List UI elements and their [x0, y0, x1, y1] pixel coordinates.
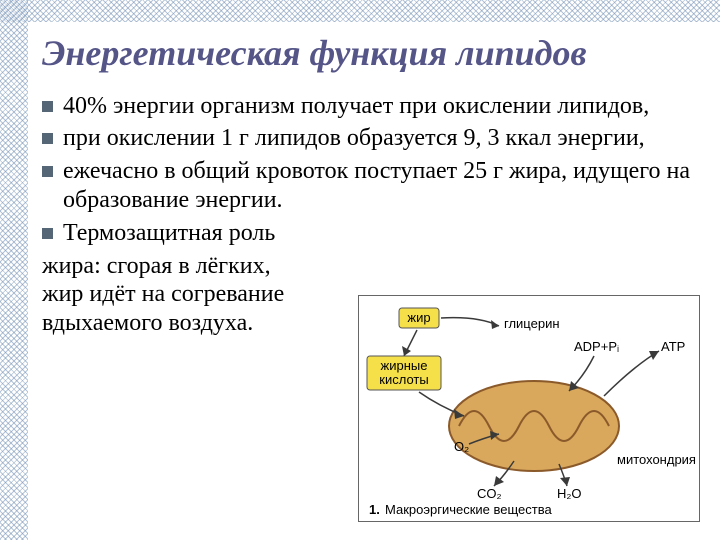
fatty-label-1: жирные: [381, 358, 428, 373]
glycerin-label: глицерин: [504, 316, 560, 331]
continuation-line: жира: сгорая в лёгких,: [42, 252, 710, 281]
bullet-item: ежечасно в общий кровоток поступает 25 г…: [42, 157, 710, 215]
bullet-item: Термозащитная роль: [42, 219, 710, 248]
h2o-label: H₂O: [557, 486, 582, 501]
o2-label: O₂: [454, 439, 469, 454]
slide-title: Энергетическая функция липидов: [42, 34, 710, 74]
adp-label: ADP+Pᵢ: [574, 339, 619, 354]
lipid-diagram: жир глицерин жирные кислоты ADP+Pᵢ ATP O…: [358, 295, 700, 522]
bullet-text: ежечасно в общий кровоток поступает 25 г…: [63, 157, 710, 215]
fatty-label-2: кислоты: [379, 372, 428, 387]
bullet-square-icon: [42, 228, 53, 239]
mito-label: митохондрия: [617, 452, 696, 467]
arrowhead-icon: [402, 346, 411, 356]
bullet-text: 40% энергии организм получает при окисле…: [63, 92, 710, 121]
bullet-square-icon: [42, 101, 53, 112]
bullet-text: Термозащитная роль: [63, 219, 710, 248]
arrowhead-icon: [560, 477, 570, 486]
bullet-text: при окислении 1 г липидов образуется 9, …: [63, 124, 710, 153]
atp-label: ATP: [661, 339, 685, 354]
decorative-hatch-left: [0, 0, 28, 540]
mitochondrion-shape: [449, 381, 619, 471]
arrowhead-icon: [491, 320, 499, 329]
caption-number: 1.: [369, 502, 380, 517]
bullet-item: 40% энергии организм получает при окисле…: [42, 92, 710, 121]
slide-content: Энергетическая функция липидов 40% энерг…: [42, 22, 710, 338]
caption-text: Макроэргические вещества: [385, 502, 552, 517]
co2-label: CO₂: [477, 486, 502, 501]
arrowhead-icon: [649, 351, 659, 360]
bullet-square-icon: [42, 133, 53, 144]
decorative-hatch-top: [0, 0, 720, 22]
arrow-icon: [604, 351, 659, 396]
bullet-square-icon: [42, 166, 53, 177]
fat-label: жир: [407, 310, 430, 325]
arrow-icon: [441, 318, 499, 326]
bullet-item: при окислении 1 г липидов образуется 9, …: [42, 124, 710, 153]
